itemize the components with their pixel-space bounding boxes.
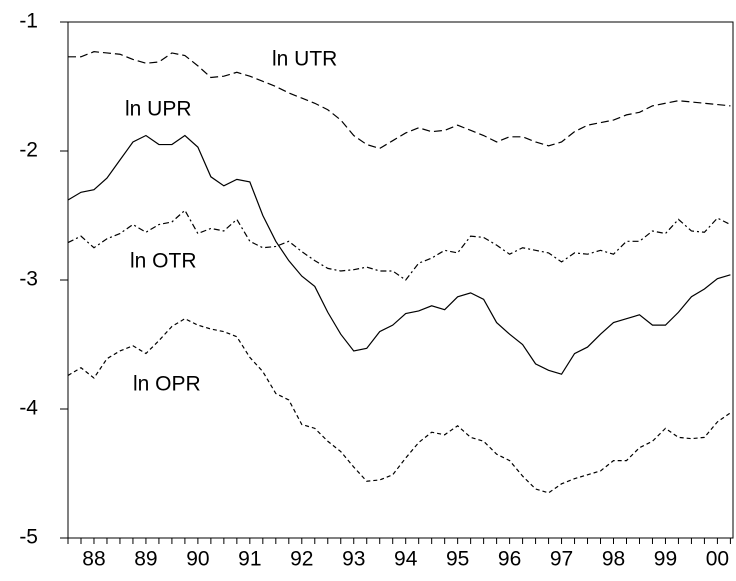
x-tick-label: 95 bbox=[446, 548, 469, 571]
series-label: ln OPR bbox=[133, 373, 201, 396]
series-label: ln OTR bbox=[130, 250, 197, 273]
y-tick-label: -2 bbox=[19, 139, 38, 162]
y-tick-label: -3 bbox=[19, 268, 38, 291]
y-tick-label: -1 bbox=[19, 10, 38, 33]
y-tick-label: -4 bbox=[19, 397, 38, 420]
x-tick-label: 00 bbox=[706, 548, 729, 571]
y-tick-label: -5 bbox=[19, 526, 38, 549]
x-tick-label: 88 bbox=[82, 548, 105, 571]
x-tick-label: 97 bbox=[550, 548, 573, 571]
x-tick-label: 99 bbox=[654, 548, 677, 571]
x-tick-label: 92 bbox=[290, 548, 313, 571]
x-tick-label: 90 bbox=[186, 548, 209, 571]
x-tick-label: 94 bbox=[394, 548, 418, 571]
series-line bbox=[67, 209, 731, 281]
x-tick-label: 96 bbox=[498, 548, 521, 571]
series-label: ln UPR bbox=[125, 98, 192, 121]
x-tick-label: 91 bbox=[238, 548, 261, 571]
x-tick-label: 89 bbox=[134, 548, 157, 571]
x-tick-label: 98 bbox=[602, 548, 625, 571]
x-tick-label: 93 bbox=[342, 548, 365, 571]
series-line bbox=[67, 318, 731, 494]
series-line bbox=[68, 51, 731, 150]
series-line bbox=[67, 134, 731, 375]
series-label: ln UTR bbox=[272, 48, 337, 71]
